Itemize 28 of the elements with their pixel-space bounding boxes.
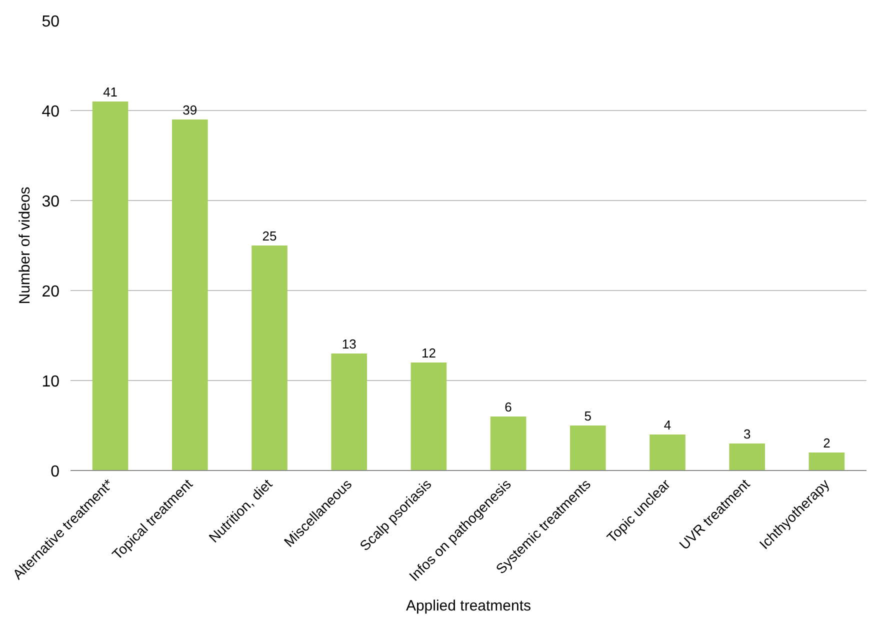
data-label: 25 (262, 228, 277, 244)
bar (252, 246, 288, 470)
bar (650, 434, 686, 470)
data-label: 41 (103, 84, 118, 100)
bar (92, 102, 128, 470)
y-axis-title: Number of videos (16, 186, 34, 304)
bar (808, 452, 845, 470)
bar (410, 362, 447, 470)
bar (729, 444, 766, 470)
data-label: 39 (182, 102, 198, 118)
bar (490, 416, 526, 470)
y-tick-label: 10 (42, 374, 60, 390)
y-tick-label: 40 (42, 104, 60, 120)
bar (172, 120, 208, 470)
data-label: 4 (664, 418, 672, 432)
data-label: 3 (743, 426, 751, 442)
data-label: 2 (823, 436, 830, 450)
bar (570, 426, 606, 470)
y-tick-label: 0 (50, 464, 60, 480)
data-label: 5 (584, 408, 592, 424)
x-axis-title: Applied treatments (406, 598, 532, 615)
y-tick-label: 20 (42, 284, 60, 300)
y-tick-label: 30 (42, 194, 60, 210)
data-label: 6 (504, 400, 512, 414)
data-label: 13 (342, 336, 356, 352)
data-label: 12 (421, 346, 436, 360)
bar (331, 354, 368, 470)
y-tick-label: 50 (42, 14, 60, 30)
